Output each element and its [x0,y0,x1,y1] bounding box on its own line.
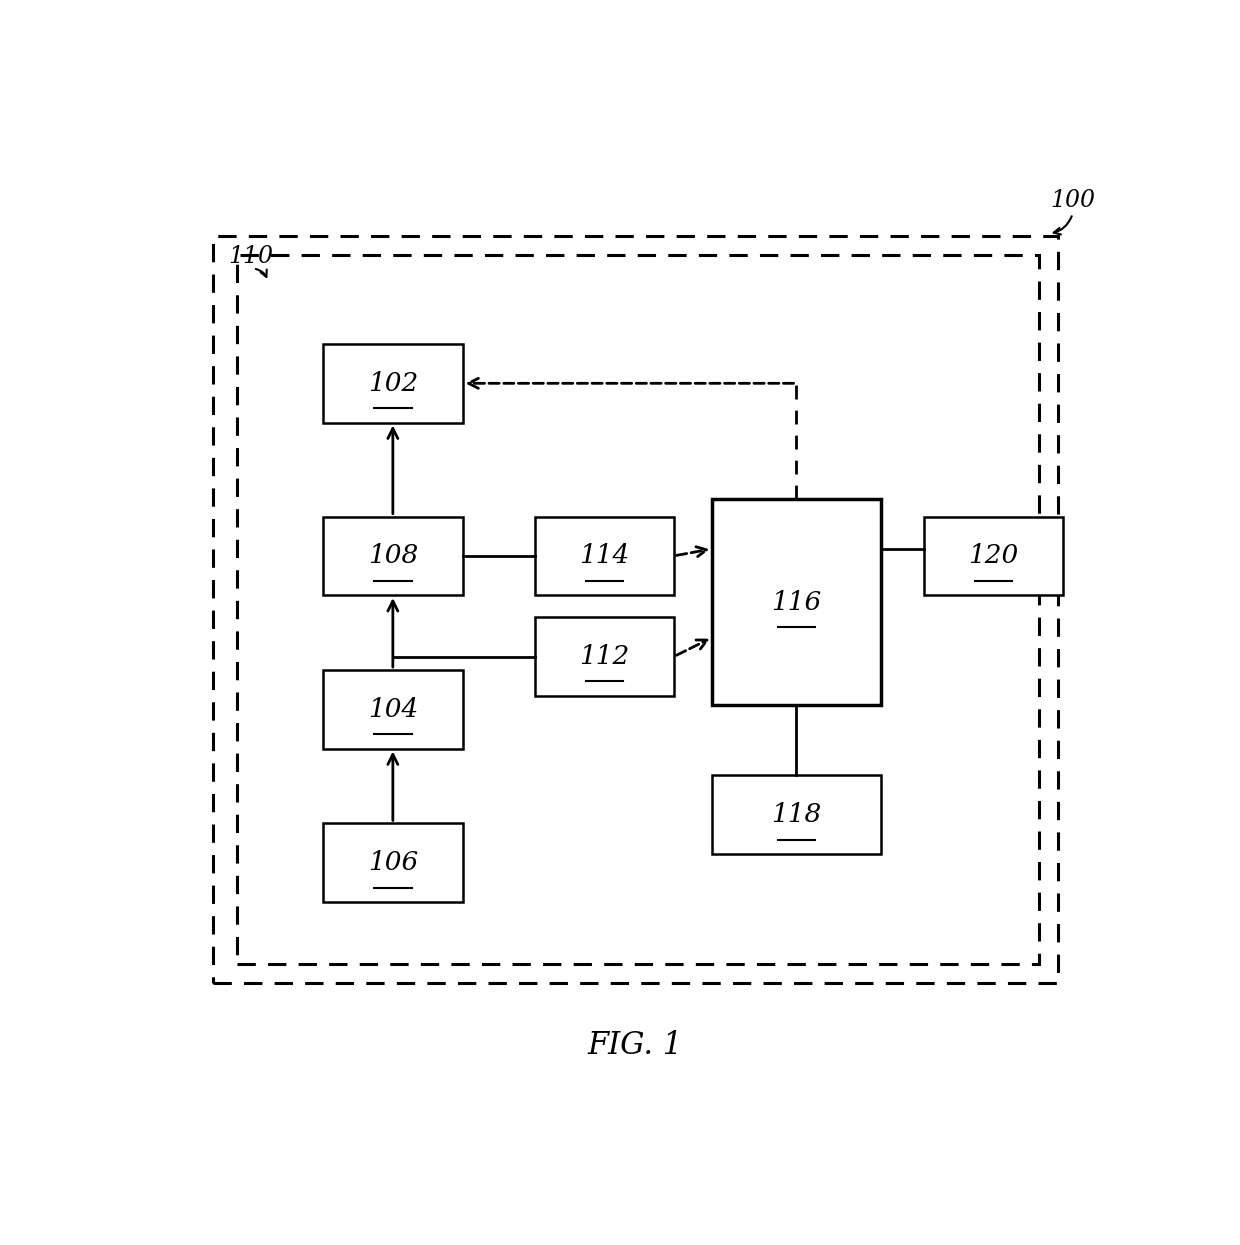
FancyBboxPatch shape [324,823,463,901]
Text: 120: 120 [968,543,1018,569]
Text: 102: 102 [368,371,418,396]
Text: 114: 114 [579,543,630,569]
FancyBboxPatch shape [534,618,675,696]
Text: 104: 104 [368,697,418,722]
FancyBboxPatch shape [712,776,880,854]
Text: 118: 118 [771,802,822,827]
FancyBboxPatch shape [534,517,675,595]
Text: 112: 112 [579,644,630,669]
FancyBboxPatch shape [712,499,880,706]
Text: 116: 116 [771,590,822,615]
FancyBboxPatch shape [924,517,1063,595]
Text: 100: 100 [1050,189,1095,212]
FancyBboxPatch shape [324,670,463,748]
FancyBboxPatch shape [237,255,1039,964]
Text: 108: 108 [368,543,418,569]
FancyBboxPatch shape [324,344,463,422]
Text: 110: 110 [228,245,274,268]
Text: FIG. 1: FIG. 1 [588,1031,683,1061]
FancyBboxPatch shape [324,517,463,595]
FancyBboxPatch shape [213,235,1058,984]
Text: 106: 106 [368,850,418,875]
